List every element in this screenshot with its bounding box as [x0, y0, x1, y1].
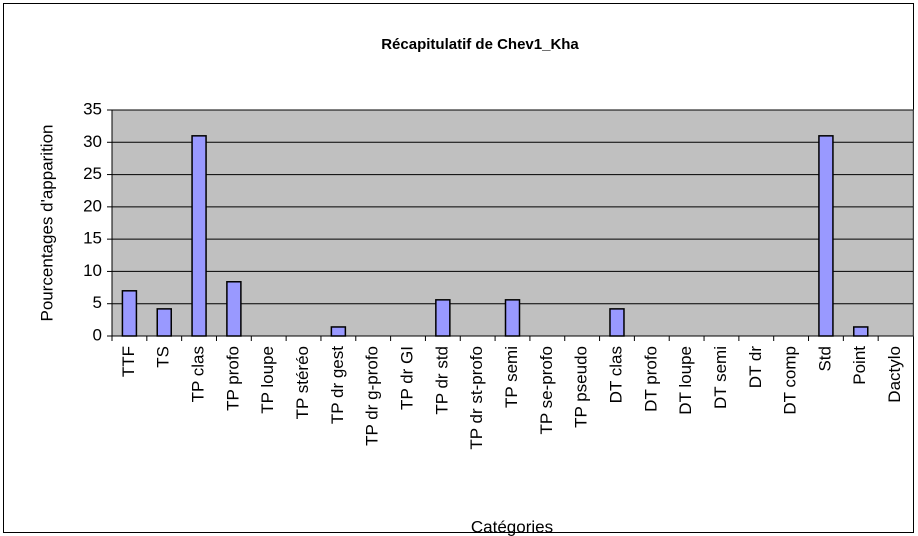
x-tick-label: TP se-profo: [537, 346, 556, 435]
bar: [330, 326, 347, 337]
x-tick-label: Std: [815, 346, 834, 372]
bar: [609, 308, 625, 337]
x-tick-label: DT clas: [606, 346, 625, 403]
x-tick-label: Dactylo: [885, 346, 904, 403]
bar: [435, 299, 451, 337]
bar: [504, 299, 521, 337]
x-tick-label: TP profo: [223, 346, 242, 411]
y-axis-label: Pourcentages d'apparition: [37, 125, 56, 322]
bar: [121, 290, 138, 337]
y-tick-label: 10: [83, 261, 102, 280]
x-tick-label: DT loupe: [676, 346, 695, 415]
y-tick-label: 30: [83, 132, 102, 151]
y-tick-label: 15: [83, 229, 102, 248]
x-tick-label: TP dr GI: [398, 346, 417, 410]
y-tick-label: 35: [83, 99, 102, 118]
x-tick-label: TTF: [119, 346, 138, 377]
bar: [226, 281, 242, 337]
chart-title: Récapitulatif de Chev1_Kha: [381, 36, 579, 53]
x-tick-label: DT semi: [711, 346, 730, 409]
bar: [853, 326, 869, 337]
x-tick-label: TP pseudo: [572, 346, 591, 428]
x-tick-label: TP dr st-profo: [467, 346, 486, 450]
y-tick-label: 25: [83, 164, 102, 183]
x-tick-label: TP stéréo: [293, 346, 312, 419]
x-tick-label: TP dr std: [432, 346, 451, 415]
x-tick-label: TP semi: [502, 346, 521, 408]
y-tick-label: 5: [93, 293, 102, 312]
x-tick-label: TP clas: [189, 346, 208, 402]
x-tick-label: DT dr: [746, 346, 765, 389]
y-tick-label: 0: [93, 325, 102, 344]
x-axis-label: Catégories: [471, 517, 553, 536]
x-tick-label: TP dr gest: [328, 346, 347, 424]
plot-area: [111, 109, 914, 337]
bar: [818, 135, 834, 337]
y-tick-label: 20: [83, 196, 102, 215]
x-tick-label: DT profo: [641, 346, 660, 412]
x-tick-label: TS: [154, 346, 173, 368]
x-tick-label: DT comp: [781, 346, 800, 415]
bar: [156, 308, 172, 337]
x-tick-label: Point: [850, 346, 869, 385]
bar: [191, 135, 207, 337]
x-tick-label: TP dr g-profo: [363, 346, 382, 446]
x-tick-label: TP loupe: [258, 346, 277, 414]
